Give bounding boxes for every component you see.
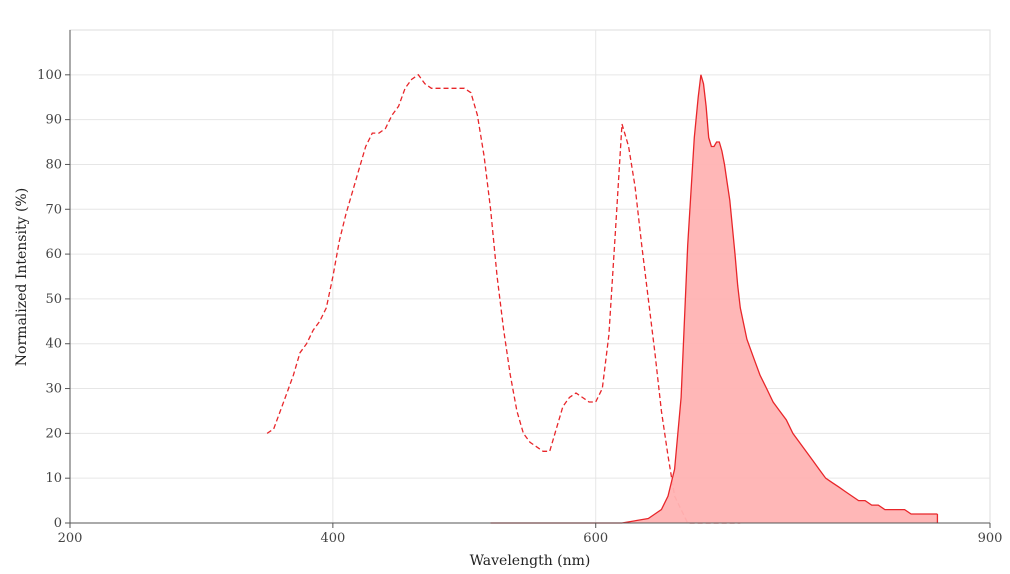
x-axis-title: Wavelength (nm) [470,553,591,569]
ticks-layer: 0 10 20 30 40 50 60 70 80 90 100 200 400 600 900 [37,68,1002,546]
y-tick-label: 30 [45,382,62,397]
y-tick-label: 10 [45,471,62,486]
y-tick-label: 60 [45,247,62,262]
y-tick-label: 80 [45,157,62,172]
emission-area [490,74,938,524]
y-tick-label: 70 [45,202,62,217]
x-tick-label: 200 [58,531,83,546]
y-tick-label: 100 [37,68,62,83]
y-tick-label: 0 [54,516,62,531]
emission-line [490,74,938,524]
excitation-line [266,73,741,524]
x-tick-label: 600 [583,531,608,546]
y-tick-label: 40 [45,337,62,352]
axes-layer [69,30,990,524]
y-axis-title: Normalized Intensity (%) [14,188,30,366]
plot-frame [69,29,991,524]
y-tick-label: 20 [45,426,62,441]
y-tick-label: 50 [45,292,62,307]
series-layer [266,73,939,524]
y-tick-label: 90 [45,113,62,128]
grid-layer [69,29,991,524]
x-tick-label: 900 [978,531,1003,546]
x-tick-label: 400 [320,531,345,546]
